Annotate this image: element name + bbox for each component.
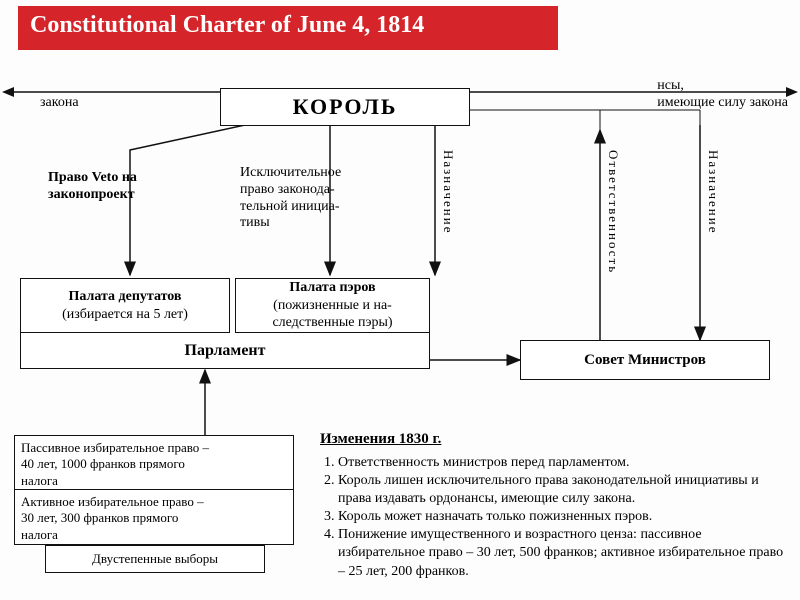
changes-item: Ответственность министров перед парламен… <box>338 454 790 472</box>
peers-line2: (пожизненные и на- <box>273 297 392 315</box>
deputies-line1: Палата депутатов <box>68 288 181 306</box>
deputies-line2: (избирается на 5 лет) <box>62 306 188 324</box>
top-left-fragment: закона <box>40 95 79 112</box>
peers-line3: следственные пэры) <box>272 314 392 332</box>
suffrage-passive: Пассивное избирательное право – 40 лет, … <box>21 440 209 489</box>
council-box: Совет Министров <box>520 340 770 380</box>
suffrage-twostep-box: Двустепенные выборы <box>45 545 265 573</box>
king-label: КОРОЛЬ <box>293 93 398 121</box>
suffrage-active: Активное избирательное право – 30 лет, 3… <box>21 494 204 543</box>
changes-title: Изменения 1830 г. <box>320 430 790 450</box>
initiative-label: Исключительное право законода- тельной и… <box>240 165 341 232</box>
appoint1-label: Назначение <box>440 150 456 235</box>
veto-label: Право Veto на законопроект <box>48 170 137 204</box>
suffrage-twostep: Двустепенные выборы <box>92 551 218 567</box>
appoint2-label: Назначение <box>705 150 721 235</box>
responsibility-label: Ответственность <box>605 150 621 274</box>
peers-line1: Палата пэров <box>289 279 375 297</box>
title-text: Constitutional Charter of June 4, 1814 <box>30 12 424 38</box>
council-label: Совет Министров <box>584 351 706 370</box>
deputies-box: Палата депутатов (избирается на 5 лет) <box>20 278 230 333</box>
king-box: КОРОЛЬ <box>220 88 470 126</box>
suffrage-passive-box: Пассивное избирательное право – 40 лет, … <box>14 435 294 490</box>
parliament-box: Парламент <box>20 333 430 369</box>
title-banner: Constitutional Charter of June 4, 1814 <box>18 6 558 50</box>
changes-item: Понижение имущественного и возрастного ц… <box>338 526 790 581</box>
changes-1830: Изменения 1830 г. Ответственность минист… <box>320 430 790 581</box>
peers-box: Палата пэров (пожизненные и на- следстве… <box>235 278 430 333</box>
top-right-fragment: нсы, имеющие силу закона <box>657 78 788 112</box>
parliament-label: Парламент <box>185 341 266 361</box>
changes-item: Король лишен исключительного права закон… <box>338 472 790 508</box>
changes-item: Король может назначать только пожизненны… <box>338 508 790 526</box>
suffrage-active-box: Активное избирательное право – 30 лет, 3… <box>14 490 294 545</box>
